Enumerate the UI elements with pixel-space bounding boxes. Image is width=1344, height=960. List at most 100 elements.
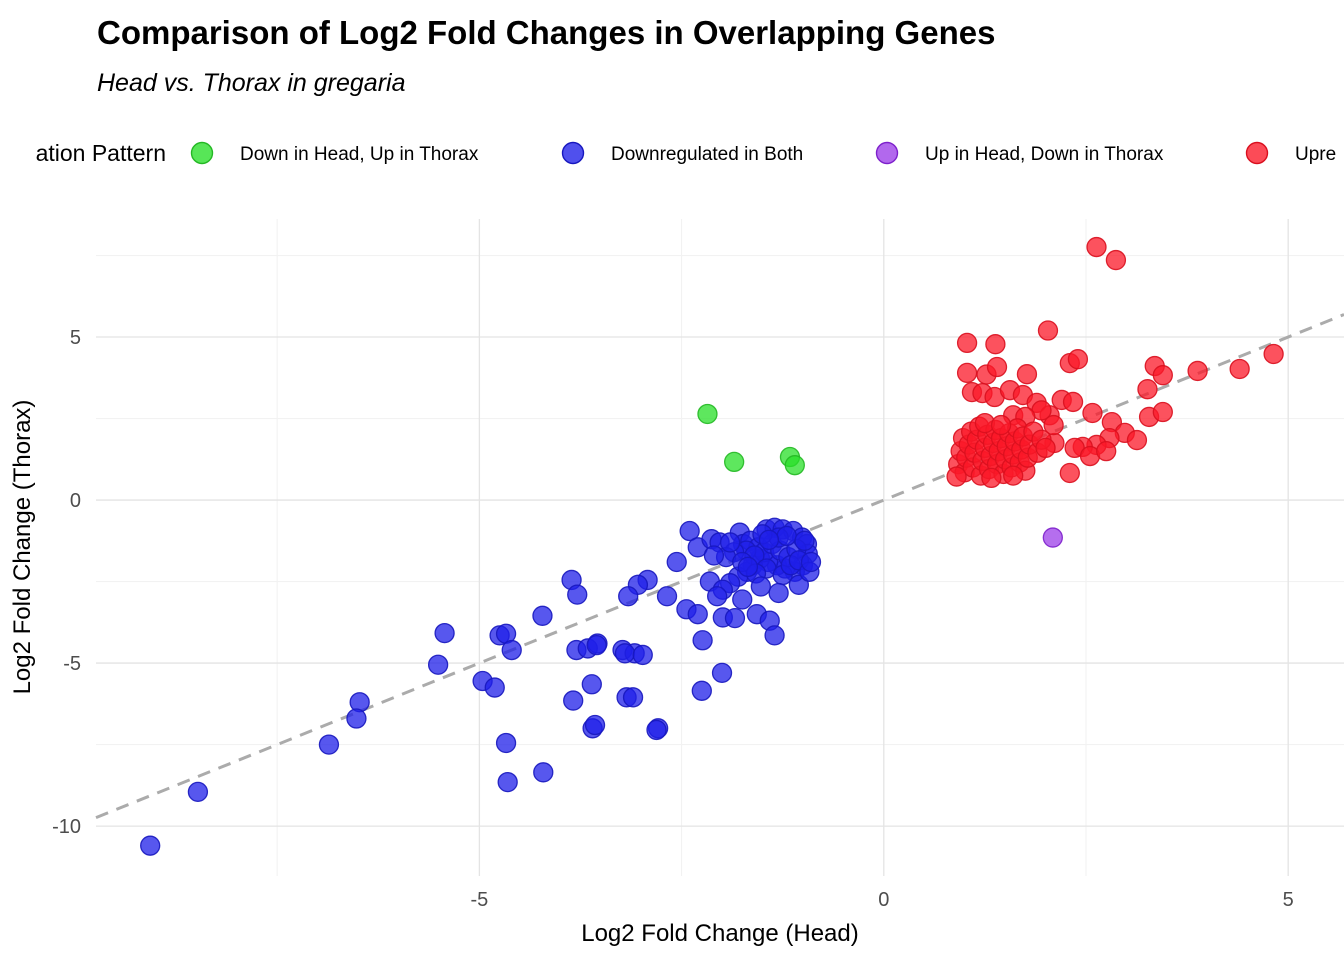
- data-point: [1037, 320, 1059, 341]
- data-point: [1086, 236, 1107, 258]
- data-point: [427, 654, 449, 675]
- legend-item-label: Down in Head, Up in Thorax: [240, 144, 479, 165]
- data-point: [1067, 349, 1089, 370]
- data-point: [622, 687, 644, 708]
- data-point: [985, 334, 1006, 355]
- legend-key-green-icon: [190, 141, 214, 165]
- data-point: [497, 771, 518, 793]
- data-point: [618, 586, 639, 607]
- data-point: [581, 674, 602, 695]
- x-axis-title: Log2 Fold Change (Head): [581, 920, 859, 947]
- data-point: [532, 605, 553, 626]
- legend-item-label: Downregulated in Both: [611, 144, 803, 165]
- data-point: [768, 582, 789, 604]
- data-point: [1059, 462, 1080, 484]
- data-point: [1016, 364, 1038, 385]
- data-point: [679, 520, 700, 542]
- data-point: [956, 332, 978, 354]
- data-point: [567, 584, 588, 605]
- data-point: [563, 690, 584, 711]
- data-point: [750, 576, 771, 597]
- chart-title: Comparison of Log2 Fold Changes in Overl…: [97, 14, 995, 51]
- data-point: [946, 466, 967, 487]
- data-point: [1042, 527, 1063, 548]
- legend-item: Upre: [1245, 141, 1336, 165]
- data-point: [584, 714, 606, 736]
- data-point: [318, 734, 340, 755]
- data-point: [1137, 379, 1158, 400]
- y-tick-label: 5: [70, 327, 81, 349]
- legend-item: Down in Head, Up in Thorax: [190, 141, 479, 165]
- data-point: [737, 556, 759, 578]
- data-point: [776, 525, 797, 547]
- data-point: [732, 589, 753, 610]
- data-point: [956, 362, 978, 384]
- legend-item: Up in Head, Down in Thorax: [875, 141, 1164, 165]
- data-point: [1152, 365, 1173, 386]
- data-point: [724, 607, 746, 629]
- data-point: [1152, 401, 1173, 423]
- data-point: [711, 662, 733, 684]
- identity-reference-line-layer: [95, 313, 1344, 820]
- data-point: [1043, 414, 1064, 436]
- data-point: [719, 532, 741, 553]
- data-point: [1229, 358, 1250, 380]
- data-point: [1105, 249, 1127, 271]
- axis-tick-labels: -5 0 5 5 0 -5 -10: [52, 327, 1294, 911]
- x-tick-label: 0: [878, 889, 889, 911]
- data-point: [800, 551, 822, 573]
- data-point: [434, 622, 455, 644]
- data-point: [484, 677, 505, 698]
- data-point: [586, 635, 607, 656]
- data-point: [986, 356, 1008, 378]
- x-tick-label: 5: [1283, 889, 1294, 911]
- data-point: [758, 529, 780, 550]
- data-point: [140, 835, 161, 856]
- data-point: [687, 604, 708, 625]
- data-point: [697, 403, 718, 425]
- y-tick-label: -5: [63, 653, 81, 675]
- data-point: [703, 545, 725, 566]
- legend-item-label: Up in Head, Down in Thorax: [925, 144, 1164, 165]
- data-point: [1082, 402, 1103, 424]
- data-point: [784, 455, 805, 476]
- data-point: [981, 467, 1002, 489]
- data-point: [1096, 441, 1117, 462]
- data-point: [501, 639, 522, 661]
- data-point: [990, 414, 1012, 436]
- identity-reference-line: [95, 313, 1344, 820]
- legend-item: Downregulated in Both: [561, 141, 803, 165]
- data-point: [346, 708, 367, 729]
- data-point: [666, 551, 687, 573]
- legend-key-purple-icon: [875, 141, 899, 165]
- x-tick-label: -5: [470, 889, 488, 911]
- data-point: [1003, 465, 1024, 486]
- data-point: [1126, 429, 1148, 451]
- data-point: [1035, 437, 1056, 459]
- chart-subtitle: Head vs. Thorax in gregaria: [97, 69, 406, 97]
- data-point: [656, 586, 678, 607]
- y-axis-title: Log2 Fold Change (Thorax): [9, 400, 36, 695]
- data-point: [707, 586, 728, 607]
- data-point: [1062, 391, 1084, 413]
- data-point: [1187, 360, 1208, 382]
- legend-key-blue-icon: [561, 141, 585, 165]
- data-point: [646, 719, 667, 741]
- data-point: [614, 643, 636, 664]
- data-point: [632, 644, 653, 666]
- data-point: [349, 692, 370, 713]
- data-point: [724, 451, 745, 473]
- data-point: [764, 625, 785, 646]
- data-point: [691, 680, 712, 701]
- data-point: [1263, 343, 1284, 365]
- data-point: [533, 762, 554, 783]
- data-point: [692, 630, 713, 651]
- legend: ation Pattern Down in Head, Up in Thorax…: [36, 140, 1337, 166]
- data-point: [794, 530, 815, 551]
- data-point: [495, 732, 517, 754]
- legend-key-red-icon: [1245, 141, 1269, 165]
- legend-title: ation Pattern: [36, 140, 166, 166]
- y-tick-label: -10: [52, 816, 81, 838]
- data-points-layer: [140, 236, 1284, 856]
